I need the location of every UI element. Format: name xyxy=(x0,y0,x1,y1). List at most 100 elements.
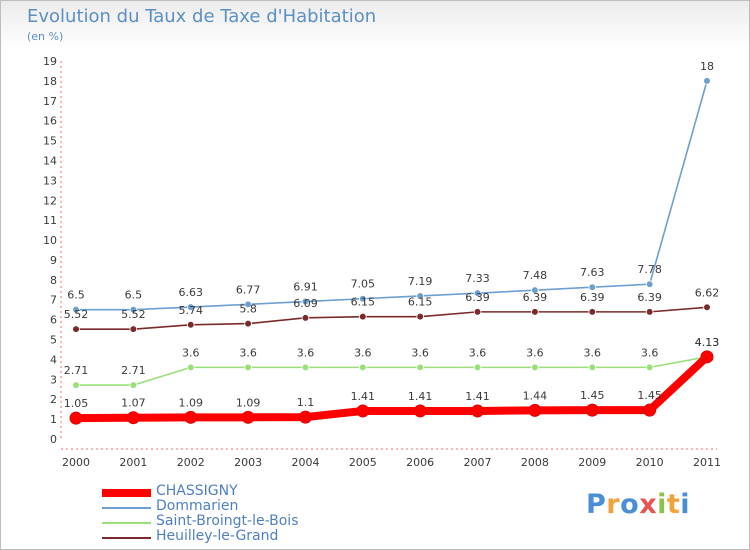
data-point xyxy=(413,404,427,418)
data-point xyxy=(645,363,654,372)
data-label: 6.15 xyxy=(408,296,433,309)
y-tick-label: 0 xyxy=(50,433,57,446)
data-label: 6.5 xyxy=(125,289,143,302)
series-line-saint-broingt-le-bois xyxy=(75,356,708,386)
legend-swatch xyxy=(102,537,151,539)
series-line-chassigny xyxy=(72,352,711,423)
data-label: 5.74 xyxy=(178,304,203,317)
data-label: 3.6 xyxy=(641,346,659,359)
y-tick-label: 12 xyxy=(43,194,57,207)
data-point xyxy=(588,283,597,292)
data-point xyxy=(69,411,83,425)
proxiti-logo: Proxiti xyxy=(586,489,691,520)
data-label: 6.63 xyxy=(178,286,203,299)
y-tick-label: 14 xyxy=(43,154,57,167)
data-label: 6.39 xyxy=(637,291,662,304)
data-point xyxy=(473,289,482,297)
y-tick-label: 13 xyxy=(43,174,57,187)
data-point xyxy=(301,314,310,322)
data-label: 18 xyxy=(700,60,714,73)
y-tick-label: 3 xyxy=(50,373,57,386)
data-point xyxy=(588,308,597,316)
data-point xyxy=(129,305,138,314)
data-label: 1.1 xyxy=(297,396,315,409)
data-point xyxy=(416,292,424,300)
data-point xyxy=(531,286,539,294)
x-tick-label: 2010 xyxy=(636,456,664,469)
data-point xyxy=(703,303,711,312)
data-label: 3.6 xyxy=(469,346,487,359)
legend-label: Saint-Broingt-le-Bois xyxy=(156,513,299,529)
data-point xyxy=(72,381,80,389)
x-tick-label: 2009 xyxy=(578,456,606,469)
data-label: 5.8 xyxy=(239,303,257,316)
y-tick-label: 6 xyxy=(50,314,57,327)
y-tick-label: 9 xyxy=(50,254,57,267)
y-tick-label: 19 xyxy=(43,55,57,68)
data-point xyxy=(473,308,482,316)
data-label: 7.05 xyxy=(351,278,376,291)
x-tick-label: 2003 xyxy=(234,456,262,469)
chart-subtitle: (en %) xyxy=(27,30,64,43)
data-point xyxy=(359,312,367,321)
data-point xyxy=(301,363,310,372)
data-label: 7.48 xyxy=(523,269,548,282)
legend-swatch xyxy=(102,522,151,524)
data-label: 3.6 xyxy=(526,346,544,359)
y-tick-label: 11 xyxy=(43,214,57,227)
chart-title: Evolution du Taux de Taxe d'Habitation xyxy=(27,6,377,27)
data-point xyxy=(186,363,195,372)
data-label: 7.78 xyxy=(637,263,662,276)
data-label: 1.44 xyxy=(523,389,548,402)
data-point xyxy=(244,363,252,372)
data-label: 3.6 xyxy=(411,346,429,359)
data-point xyxy=(184,410,198,424)
data-point xyxy=(126,411,140,425)
data-label: 7.33 xyxy=(465,272,490,285)
data-label: 3.6 xyxy=(297,346,315,359)
data-point xyxy=(643,403,657,417)
series-line-dommarien xyxy=(75,80,708,311)
x-tick-label: 2008 xyxy=(521,456,549,469)
y-tick-label: 7 xyxy=(50,294,57,307)
data-label: 6.62 xyxy=(695,286,720,299)
data-point xyxy=(356,404,370,418)
y-tick-label: 1 xyxy=(50,413,57,426)
legend-label: CHASSIGNY xyxy=(156,483,238,499)
data-label: 5.52 xyxy=(121,308,146,321)
data-label: 6.09 xyxy=(293,297,318,310)
data-point xyxy=(585,403,599,417)
legend-label: Heuilley-le-Grand xyxy=(156,528,279,544)
data-label: 6.15 xyxy=(351,296,376,309)
data-label: 6.77 xyxy=(236,283,261,296)
x-tick-label: 2002 xyxy=(177,456,205,469)
data-point xyxy=(359,363,367,372)
data-label: 1.41 xyxy=(408,390,433,403)
y-tick-label: 17 xyxy=(43,95,57,108)
data-point xyxy=(531,308,539,316)
y-tick-label: 2 xyxy=(50,393,57,406)
data-point xyxy=(531,363,539,372)
data-label: 1.09 xyxy=(178,396,203,409)
x-tick-label: 2004 xyxy=(291,456,319,469)
data-label: 6.39 xyxy=(523,291,548,304)
series-line-heuilley-le-grand xyxy=(75,306,708,330)
y-tick-label: 16 xyxy=(43,115,57,128)
data-point xyxy=(416,363,424,372)
data-label: 7.19 xyxy=(408,275,433,288)
data-point xyxy=(703,77,711,85)
data-labels: 6.5 6.5 6.63 6.77 6.91 7.05 7.19 7.33 7.48 7.63 7.… xyxy=(64,60,720,410)
legend-label: Dommarien xyxy=(156,498,239,514)
data-label: 3.6 xyxy=(354,346,372,359)
y-tick-label: 5 xyxy=(50,334,57,347)
data-label: 1.09 xyxy=(236,396,261,409)
data-point xyxy=(588,363,597,372)
y-tick-label: 4 xyxy=(50,353,57,366)
data-label: 1.41 xyxy=(465,390,490,403)
series-lines xyxy=(69,77,714,425)
data-label: 2.71 xyxy=(64,364,89,377)
data-label: 1.07 xyxy=(121,397,146,410)
x-tick-label: 2007 xyxy=(464,456,492,469)
